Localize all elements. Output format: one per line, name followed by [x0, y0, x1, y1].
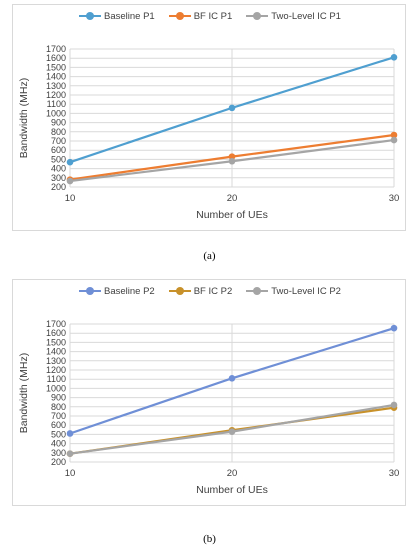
legend-swatch — [168, 287, 191, 296]
y-tick-label: 1400 — [46, 347, 66, 357]
y-tick-label: 1500 — [46, 337, 66, 347]
data-point — [390, 401, 398, 409]
line-chart-b: 2003004005006007008009001000110012001300… — [18, 319, 400, 496]
data-point — [390, 53, 398, 61]
y-axis-label: Bandwidth (MHz) — [18, 353, 30, 434]
x-tick-label: 20 — [227, 468, 238, 479]
data-point — [390, 131, 398, 139]
y-tick-label: 1700 — [46, 319, 66, 329]
data-point — [66, 450, 74, 458]
chart-panel-a: Baseline P1 BF IC P1 Two-Level IC P1 200 30… — [12, 4, 406, 231]
y-tick-label: 500 — [51, 429, 66, 439]
chart-panel-b: Baseline P2 BF IC P2 Two-Level IC P2 200 30… — [12, 279, 406, 506]
legend-entry: Two-Level IC P1 — [246, 11, 341, 22]
data-point — [390, 136, 398, 144]
y-tick-label: 1600 — [46, 53, 66, 63]
y-tick-label: 200 — [51, 457, 66, 467]
x-tick-label: 20 — [227, 193, 238, 204]
data-point — [228, 157, 236, 165]
line-chart-a: 2003004005006007008009001000110012001300… — [18, 44, 400, 221]
data-point — [66, 177, 74, 185]
data-point — [66, 430, 74, 437]
legend-entry: BF IC P1 — [168, 11, 233, 22]
data-point — [228, 374, 236, 382]
data-point — [228, 428, 236, 435]
y-tick-label: 900 — [51, 393, 66, 403]
y-tick-label: 1300 — [46, 81, 66, 91]
legend-entry: Baseline P2 — [79, 286, 155, 297]
y-tick-label: 1100 — [47, 99, 66, 109]
y-tick-label: 800 — [51, 127, 66, 137]
legend-label: BF IC P2 — [193, 286, 233, 297]
y-tick-label: 300 — [51, 173, 66, 183]
y-tick-label: 500 — [51, 154, 66, 164]
legend: Baseline P2 BF IC P2 Two-Level IC P2 — [13, 286, 407, 297]
x-tick-label: 10 — [65, 193, 76, 204]
y-tick-label: 600 — [51, 420, 66, 430]
caption-a: (a) — [203, 250, 216, 262]
legend-label: Two-Level IC P2 — [271, 286, 341, 297]
legend-label: Two-Level IC P1 — [271, 11, 341, 22]
x-tick-label: 10 — [65, 468, 76, 479]
data-point — [66, 158, 74, 166]
legend-swatch — [79, 12, 102, 21]
y-tick-label: 1600 — [46, 328, 66, 338]
y-tick-label: 900 — [51, 118, 66, 128]
data-point — [390, 324, 398, 332]
legend-swatch — [168, 12, 191, 21]
legend-label: Baseline P1 — [104, 11, 155, 22]
data-point — [228, 104, 236, 112]
caption-b: (b) — [203, 533, 216, 545]
legend-entry: BF IC P2 — [168, 286, 233, 297]
y-tick-label: 700 — [51, 411, 66, 421]
y-tick-label: 1000 — [46, 383, 66, 393]
y-tick-label: 1500 — [46, 62, 66, 72]
y-tick-label: 800 — [51, 402, 66, 412]
y-tick-label: 400 — [51, 164, 66, 174]
y-tick-label: 1400 — [46, 72, 66, 82]
legend-label: Baseline P2 — [104, 286, 155, 297]
legend-swatch — [79, 287, 102, 296]
legend-entry: Baseline P1 — [79, 11, 155, 22]
y-tick-label: 1200 — [46, 90, 66, 100]
legend-entry: Two-Level IC P2 — [246, 286, 341, 297]
y-tick-label: 300 — [51, 448, 66, 458]
y-tick-label: 700 — [51, 136, 66, 146]
y-tick-label: 200 — [51, 182, 66, 192]
x-tick-label: 30 — [389, 193, 400, 204]
legend: Baseline P1 BF IC P1 Two-Level IC P1 — [13, 11, 407, 22]
y-tick-label: 600 — [51, 145, 66, 155]
y-tick-label: 1300 — [46, 356, 66, 366]
legend-swatch — [246, 287, 269, 296]
y-axis-label: Bandwidth (MHz) — [18, 78, 30, 159]
data-point — [228, 153, 236, 160]
x-axis-label: Number of UEs — [196, 484, 268, 496]
y-tick-label: 1100 — [47, 374, 66, 384]
y-tick-label: 1000 — [46, 108, 66, 118]
y-tick-label: 1200 — [46, 365, 66, 375]
x-tick-label: 30 — [389, 468, 400, 479]
x-axis-label: Number of UEs — [196, 209, 268, 221]
legend-label: BF IC P1 — [193, 11, 233, 22]
y-tick-label: 1700 — [46, 44, 66, 54]
legend-swatch — [246, 12, 269, 21]
y-tick-label: 400 — [51, 439, 66, 449]
